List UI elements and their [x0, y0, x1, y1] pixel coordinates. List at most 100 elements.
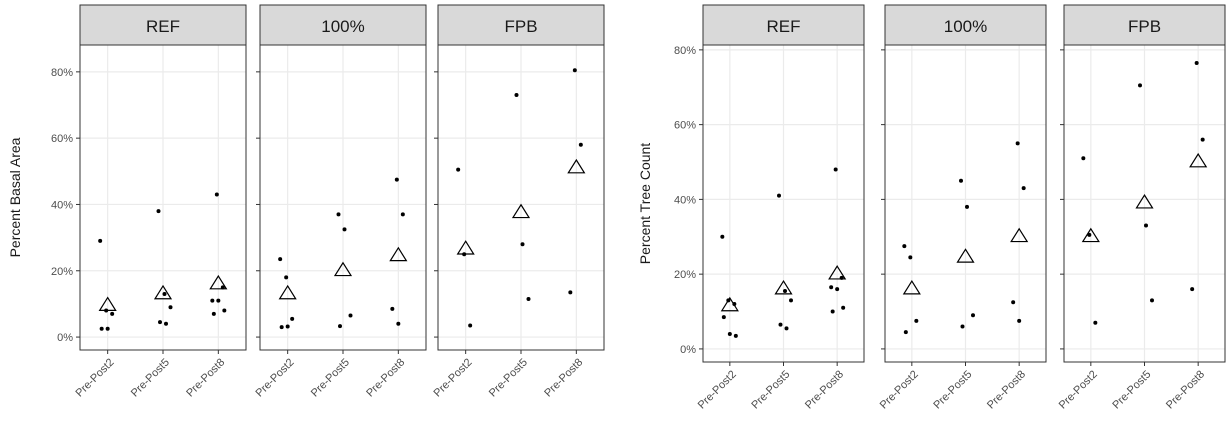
mean-marker	[153, 284, 173, 300]
strip-title: 100%	[321, 17, 364, 36]
mean-marker	[456, 240, 475, 255]
mean-marker	[902, 279, 921, 295]
point	[960, 324, 965, 329]
point	[789, 298, 793, 303]
point	[278, 257, 283, 262]
point	[214, 192, 219, 197]
mean-marker	[828, 265, 847, 280]
point	[526, 296, 531, 301]
mean-marker	[1010, 227, 1029, 243]
point	[777, 193, 781, 198]
x-tick-label: Pre-Post5	[749, 368, 792, 411]
x-tick-label: Pre-Post5	[1110, 368, 1153, 411]
mean-marker	[278, 284, 297, 300]
point	[216, 298, 221, 303]
point	[971, 313, 975, 318]
point	[914, 318, 919, 323]
point	[833, 167, 838, 172]
y-tick-label: 20%	[674, 269, 696, 281]
point	[162, 291, 167, 296]
y-tick-label: 0%	[680, 344, 696, 356]
point	[394, 177, 399, 182]
y-tick-label: 80%	[51, 67, 73, 79]
x-tick-label: Pre-Post2	[74, 356, 117, 399]
point	[390, 306, 395, 311]
mean-marker	[956, 248, 975, 263]
point	[568, 290, 573, 295]
x-tick-label: Pre-Post2	[878, 368, 921, 411]
mean-marker	[720, 296, 739, 312]
point	[1144, 223, 1148, 228]
mean-marker	[209, 274, 228, 290]
point	[1190, 287, 1195, 292]
panel-border	[79, 44, 247, 351]
point	[211, 311, 216, 316]
mean-marker	[389, 246, 408, 262]
point	[285, 324, 290, 329]
point	[1017, 318, 1022, 323]
x-tick-label: Pre-Post2	[254, 356, 297, 399]
y-tick-label: 40%	[51, 199, 73, 211]
strip	[884, 4, 1047, 46]
panel-border	[884, 44, 1047, 363]
x-tick-label: Pre-Post8	[364, 356, 407, 399]
point	[1093, 320, 1098, 325]
point	[520, 242, 525, 247]
strip	[79, 4, 247, 46]
point	[168, 305, 173, 310]
panel-border	[1063, 44, 1226, 363]
x-tick-label: Pre-Post2	[696, 368, 739, 411]
point	[158, 320, 162, 325]
point	[396, 321, 401, 326]
x-tick-label: Pre-Post5	[129, 356, 172, 399]
mean-marker	[1135, 193, 1154, 209]
x-tick-label: Pre-Post5	[309, 356, 352, 399]
point	[456, 167, 461, 172]
x-tick-label: Pre-Post2	[432, 356, 475, 399]
point	[908, 255, 913, 260]
point	[835, 287, 840, 292]
y-tick-label: 0%	[57, 332, 73, 344]
x-tick-label: Pre-Post5	[487, 356, 530, 399]
point	[1138, 83, 1142, 88]
y-tick-label: 80%	[674, 45, 696, 57]
panel-border	[259, 44, 427, 351]
point	[965, 204, 969, 209]
point	[902, 244, 907, 249]
point	[841, 305, 846, 310]
point	[279, 325, 284, 330]
mean-marker	[1081, 227, 1100, 243]
mean-marker	[1189, 152, 1208, 168]
point	[1021, 186, 1026, 191]
strip-title: 100%	[944, 17, 987, 36]
point	[733, 333, 738, 338]
y-tick-label: 60%	[674, 120, 696, 132]
y-axis-title: Percent Tree Count	[637, 143, 653, 265]
point	[727, 331, 732, 336]
point	[290, 316, 295, 321]
mean-marker	[567, 158, 586, 174]
point	[105, 326, 110, 331]
point	[1081, 156, 1086, 161]
y-tick-label: 60%	[51, 133, 73, 145]
strip-title: REF	[146, 17, 180, 36]
point	[572, 68, 577, 73]
point	[284, 275, 289, 280]
point	[99, 326, 104, 331]
point	[829, 285, 834, 290]
point	[1194, 60, 1199, 65]
point	[336, 212, 341, 217]
strip-title: REF	[767, 17, 801, 36]
strip	[259, 4, 427, 46]
point	[903, 330, 908, 335]
point	[98, 238, 103, 243]
x-tick-label: Pre-Post8	[803, 368, 846, 411]
y-axis-title: Percent Basal Area	[7, 137, 23, 257]
y-tick-label: 20%	[51, 266, 73, 278]
mean-marker	[774, 279, 793, 295]
point	[830, 309, 835, 314]
point	[514, 93, 519, 98]
strip-title: FPB	[504, 17, 537, 36]
point	[778, 322, 783, 327]
